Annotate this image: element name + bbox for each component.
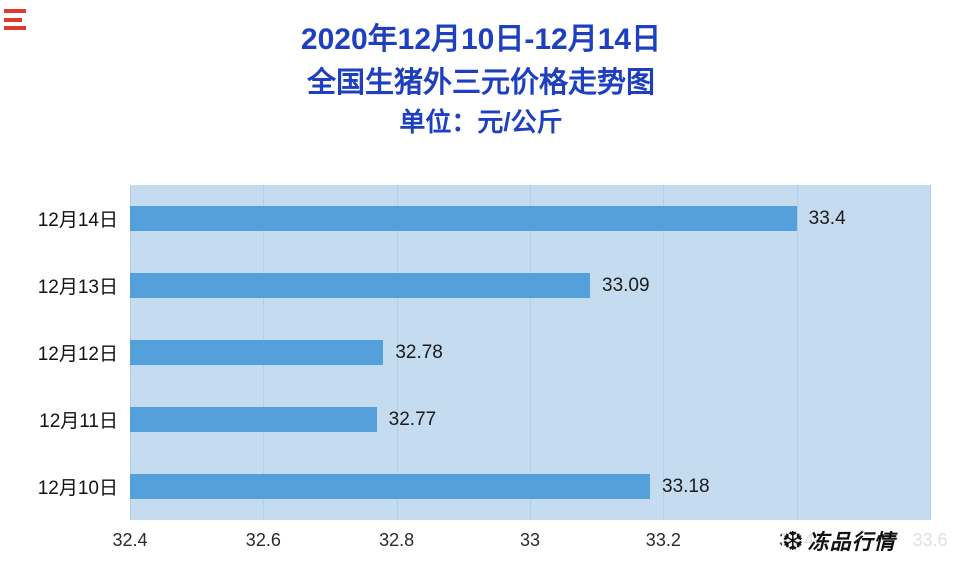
bar-row: 33.4: [130, 185, 930, 252]
chart-unit-label: 单位：元/公斤: [399, 106, 563, 137]
plot-area: 33.4 33.09 32.78 32.77 33.18: [130, 185, 931, 520]
gridline: [396, 185, 398, 520]
price-bar: [130, 474, 650, 499]
price-bar: [130, 206, 797, 231]
chart-title-block: 2020年12月10日-12月14日 全国生猪外三元价格走势图 单位：元/公斤: [0, 18, 962, 141]
x-tick-label: 33: [519, 530, 541, 550]
x-tick-label: 32.6: [245, 530, 281, 550]
gridline: [930, 185, 931, 520]
y-axis-labels: 12月14日 12月13日 12月12日 12月11日 12月10日: [0, 185, 118, 520]
bar-value-label: 32.78: [395, 341, 443, 363]
chart-title-line-2: 全国生猪外三元价格走势图: [306, 66, 655, 99]
gridline: [663, 185, 665, 520]
bar-value-label: 33.18: [662, 475, 710, 497]
brand-watermark: ❆ 冻品行情: [782, 520, 962, 562]
brand-watermark-text: 冻品行情: [807, 531, 896, 554]
price-bar: [130, 340, 384, 365]
x-tick-label: 32.8: [379, 530, 415, 550]
x-tick-label: 32.4: [112, 530, 148, 550]
corner-red-mark-stroke: [4, 26, 26, 30]
bar-row: 32.78: [130, 319, 930, 386]
gridline: [530, 185, 531, 520]
bar-row: 32.77: [130, 386, 930, 453]
bar-value-label: 33.09: [602, 274, 650, 296]
bar-value-label: 33.4: [808, 207, 846, 229]
category-label: 12月11日: [39, 411, 118, 432]
category-label: 12月10日: [37, 478, 118, 499]
corner-red-mark-stroke: [4, 18, 22, 22]
price-bar: [130, 273, 590, 298]
bar-value-label: 32.77: [388, 408, 437, 430]
corner-red-mark: [4, 6, 30, 32]
chart-title-line-1: 2020年12月10日-12月14日: [300, 23, 662, 56]
price-bar: [130, 407, 377, 432]
gridline: [796, 185, 798, 520]
category-label: 12月13日: [37, 277, 118, 298]
category-label: 12月14日: [37, 210, 118, 231]
x-tick-label: 33.2: [645, 530, 681, 550]
corner-red-mark-stroke: [4, 9, 26, 13]
snowflake-logo-icon: ❆: [782, 526, 804, 556]
bar-row: 33.18: [130, 453, 930, 520]
category-label: 12月12日: [37, 344, 118, 365]
bar-row: 33.09: [130, 252, 930, 319]
